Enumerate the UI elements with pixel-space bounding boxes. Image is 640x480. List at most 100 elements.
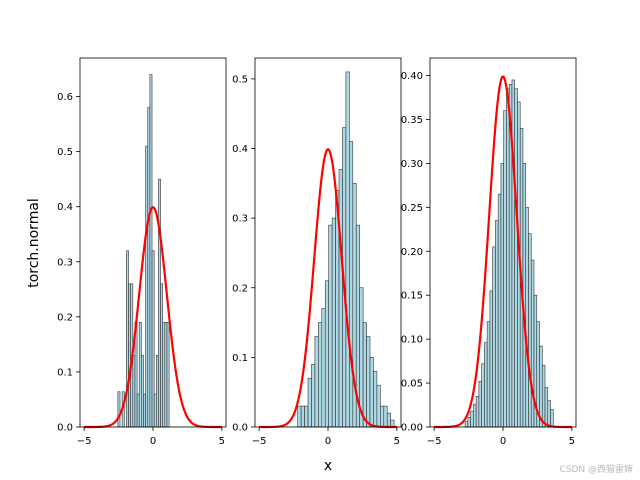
histogram-bar xyxy=(153,393,157,428)
y-tick-label: 0.20 xyxy=(401,247,423,258)
y-tick-label: 0.5 xyxy=(232,74,248,85)
x-tick-label: 0 xyxy=(500,436,506,447)
histogram-bar xyxy=(511,79,516,428)
panel-2: −5 0 5 0.0 0.1 0.2 0.3 0.4 0.5 xyxy=(232,57,402,447)
y-tick-label: 0.4 xyxy=(232,144,248,155)
histogram-bar xyxy=(514,88,518,428)
normal-pdf-curve xyxy=(258,148,398,429)
histogram-bar xyxy=(160,283,164,428)
y-tick-label: 0.3 xyxy=(57,257,73,268)
panels-group: −5 0 5 0.0 0.1 0.2 0.3 0.4 0.5 0.6 −5 0 5 0.0 0.1 0.2 0.… xyxy=(57,57,577,447)
normal-pdf-curve xyxy=(433,75,573,429)
histogram-bar xyxy=(328,224,333,428)
histogram-bar xyxy=(136,393,140,428)
y-tick-label: 0.5 xyxy=(57,147,73,158)
histogram-bar xyxy=(484,342,488,428)
histogram-bar xyxy=(331,217,336,428)
x-tick-label: −5 xyxy=(77,436,92,447)
histogram-bar xyxy=(500,163,504,428)
histogram-bar xyxy=(162,322,166,428)
histogram-bar xyxy=(373,371,378,428)
histogram-bar xyxy=(156,355,159,428)
histogram-bar xyxy=(300,405,305,428)
histogram-bar xyxy=(525,207,529,428)
y-tick-label: 0.0 xyxy=(57,423,73,434)
y-tick-label: 0.35 xyxy=(401,115,423,126)
y-tick-label: 0.05 xyxy=(401,379,423,390)
histogram-bar xyxy=(297,405,302,428)
panel-1: −5 0 5 0.0 0.1 0.2 0.3 0.4 0.5 0.6 xyxy=(57,57,227,447)
y-tick-label: 0.10 xyxy=(401,335,423,346)
histogram-bar xyxy=(314,336,319,428)
x-tick-label: −5 xyxy=(252,436,267,447)
y-tick-label: 0.2 xyxy=(232,283,248,294)
x-tick-label: 0 xyxy=(150,436,156,447)
x-axis-label: x xyxy=(324,458,332,474)
histogram-bar xyxy=(149,74,153,428)
histogram-bar xyxy=(318,322,323,428)
histogram-bar xyxy=(467,417,471,428)
histogram-bar xyxy=(492,246,496,428)
y-tick-label: 0.3 xyxy=(232,214,248,225)
y-tick-label: 0.25 xyxy=(401,203,423,214)
x-tick-label: 5 xyxy=(219,436,225,447)
histogram-bar xyxy=(117,391,121,428)
histogram-bar xyxy=(147,107,151,428)
histogram-bar xyxy=(376,384,381,428)
y-tick-label: 0.00 xyxy=(401,423,423,434)
y-tick-label: 0.40 xyxy=(401,71,423,82)
histogram-bar xyxy=(132,355,136,428)
x-tick-label: −5 xyxy=(427,436,442,447)
histogram-bar xyxy=(321,308,326,428)
x-tick-label: 5 xyxy=(394,436,400,447)
normal-pdf-curve xyxy=(83,206,223,429)
histogram-bar xyxy=(497,193,502,428)
histogram-bar xyxy=(338,169,343,428)
histogram-bar xyxy=(386,412,391,428)
histogram-bar xyxy=(164,322,168,428)
histogram-bar xyxy=(550,409,554,428)
histogram-bar xyxy=(489,290,493,428)
histogram-bar xyxy=(345,71,350,428)
y-tick-label: 0.6 xyxy=(57,92,73,103)
histogram-bar xyxy=(145,145,149,428)
y-tick-label: 0.0 xyxy=(232,423,248,434)
panel-3: −5 0 5 0.00 0.05 0.10 0.15 0.20 0.25 0.30 0.35 0.40 xyxy=(401,57,577,447)
y-tick-label: 0.1 xyxy=(57,367,73,378)
y-tick-label: 0.15 xyxy=(401,291,423,302)
histogram-bar xyxy=(464,421,469,428)
histogram-bar xyxy=(311,364,316,428)
histogram-bar xyxy=(307,377,312,428)
histogram-bar xyxy=(503,110,507,428)
histogram-bar xyxy=(128,283,131,428)
histogram-bar xyxy=(362,322,367,428)
histogram-bar xyxy=(383,405,388,428)
histogram-bar xyxy=(138,322,142,428)
y-tick-label: 0.30 xyxy=(401,159,423,170)
histogram-bar xyxy=(366,336,371,428)
histogram-bar xyxy=(478,381,482,428)
histogram-bar xyxy=(528,233,532,428)
y-tick-label: 0.1 xyxy=(232,353,248,364)
y-axis-label: torch.normal xyxy=(26,198,42,288)
histogram-bar xyxy=(324,280,329,428)
histogram-bar xyxy=(166,322,170,428)
histogram-bar xyxy=(486,321,491,428)
histogram-bar xyxy=(547,400,551,428)
histogram-bar xyxy=(158,178,161,428)
y-tick-label: 0.4 xyxy=(57,202,73,213)
y-tick-label: 0.2 xyxy=(57,312,73,323)
histogram-bar xyxy=(470,410,474,428)
histogram-bar xyxy=(126,250,129,428)
histogram-bar xyxy=(143,393,146,428)
histogram-bar xyxy=(522,163,527,428)
histogram-bar xyxy=(475,395,480,428)
histogram-bar xyxy=(151,250,155,428)
histogram-bar xyxy=(544,387,549,428)
x-tick-label: 0 xyxy=(325,436,331,447)
watermark-text: CSDN @西猫雷婶 xyxy=(559,463,633,475)
histogram-bar xyxy=(541,365,546,428)
histogram-bar xyxy=(349,141,354,428)
x-tick-label: 5 xyxy=(569,436,575,447)
